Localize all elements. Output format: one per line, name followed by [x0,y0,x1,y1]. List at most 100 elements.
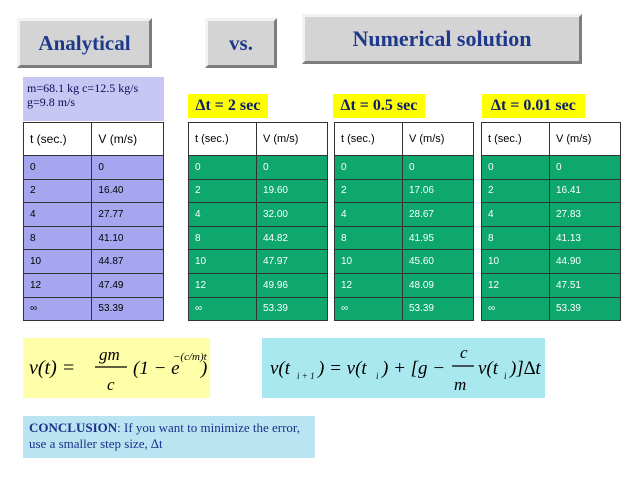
velocity-cell: 0 [255,155,329,180]
step-size-label-2: ∆t = 2 sec [188,94,268,118]
formula-numerator: c [460,343,468,362]
column-header-v: V (m/s) [548,122,622,156]
time-cell: 8 [334,225,403,251]
velocity-cell: 41.95 [401,225,475,251]
time-cell: 0 [334,155,403,180]
analytical-table: t (sec.) V (m/s) 0 0 2 16.40 4 27.77 8 41.10 10 4… [22,122,164,322]
time-cell: 4 [334,202,403,227]
velocity-cell: 53.39 [548,296,622,322]
formula-lhs: v(t [270,358,291,379]
parameters-line-1: m=68.1 kg c=12.5 kg/s [27,81,139,95]
step-size-label-0-01: ∆t = 0.01 sec [482,94,585,118]
table-row: 4 27.77 [22,202,164,227]
time-cell: 12 [481,272,550,298]
formula-sub-i: i [376,371,379,381]
velocity-cell: 17.06 [401,178,475,204]
time-cell: 4 [188,202,257,227]
column-header-t: t (sec.) [334,122,403,156]
time-cell: 10 [188,249,257,274]
time-cell: 8 [481,225,550,251]
table-row: 4 28.67 [334,202,475,227]
numerical-solution-button: Numerical solution [302,14,582,64]
numerical-formula: v(t i + 1 ) = v(t i ) + [g − c m v(t i )… [262,338,545,398]
velocity-cell: 44.82 [255,225,329,251]
velocity-cell: 47.97 [255,249,329,274]
conclusion-box: CONCLUSION: If you want to minimize the … [23,416,315,458]
time-cell: 12 [22,272,93,298]
formula-body: (1 − e [133,358,180,379]
numerical-table-dt-2: t (sec.) V (m/s) 0 0 2 19.60 4 32.00 8 44.82 10 4… [188,122,329,322]
time-cell: 4 [22,202,93,227]
table-row: 4 27.83 [481,202,622,227]
velocity-cell: 0 [91,155,164,180]
velocity-cell: 47.49 [91,272,164,298]
velocity-cell: 32.00 [255,202,329,227]
table-row: 8 44.82 [188,225,329,251]
formula-numerator: gm [99,345,120,364]
time-cell: 2 [188,178,257,204]
vs-button: vs. [205,18,277,68]
time-cell: ∞ [22,296,93,322]
velocity-cell: 19.60 [255,178,329,204]
velocity-cell: 45.60 [401,249,475,274]
table-row: 2 16.41 [481,178,622,204]
table-row: 4 32.00 [188,202,329,227]
table-row: 12 47.51 [481,272,622,298]
velocity-cell: 44.90 [548,249,622,274]
time-cell: 2 [22,178,93,204]
formula-exponent: −(c/m)t [173,351,208,363]
analytical-button: Analytical [17,18,152,68]
time-cell: 8 [22,225,93,251]
formula-sub-i2: i [504,371,507,381]
step-size-label-0-5: ∆t = 0.5 sec [333,94,425,118]
velocity-cell: 53.39 [255,296,329,322]
table-row: 10 44.87 [22,249,164,274]
velocity-cell: 0 [401,155,475,180]
velocity-cell: 48.09 [401,272,475,298]
table-row: 10 45.60 [334,249,475,274]
column-header-t: t (sec.) [188,122,257,156]
time-cell: 8 [188,225,257,251]
numerical-table-dt-0-01: t (sec.) V (m/s) 0 0 2 16.41 4 27.83 8 41.13 10 4… [481,122,622,322]
table-row: 8 41.13 [481,225,622,251]
velocity-cell: 41.10 [91,225,164,251]
column-header-t: t (sec.) [481,122,550,156]
table-row: 10 44.90 [481,249,622,274]
table-row: 12 47.49 [22,272,164,298]
table-row: ∞ 53.39 [22,296,164,322]
formula-tail: v(t [478,358,499,379]
time-cell: 2 [481,178,550,204]
velocity-cell: 47.51 [548,272,622,298]
column-header-t: t (sec.) [22,122,93,156]
time-cell: 10 [334,249,403,274]
velocity-cell: 0 [548,155,622,180]
table-row: 2 17.06 [334,178,475,204]
velocity-cell: 28.67 [401,202,475,227]
formula-sub-i1: i + 1 [297,371,315,381]
formula-mid: ) = v(t [317,358,367,379]
formula-close: ) [200,358,207,379]
velocity-cell: 44.87 [91,249,164,274]
parameters-line-2: g=9.8 m/s [27,95,76,109]
column-header-v: V (m/s) [255,122,329,156]
table-row: 8 41.95 [334,225,475,251]
conclusion-heading: CONCLUSION [29,420,118,435]
time-cell: 0 [188,155,257,180]
conclusion-text: : If you want to minimize the error, use… [29,420,300,451]
time-cell: 10 [22,249,93,274]
table-row: 8 41.10 [22,225,164,251]
time-cell: 10 [481,249,550,274]
formula-end: )]∆t [509,358,541,379]
velocity-cell: 16.40 [91,178,164,204]
time-cell: 2 [334,178,403,204]
velocity-cell: 16.41 [548,178,622,204]
formula-lhs: v(t) = [29,357,75,379]
table-row: ∞ 53.39 [188,296,329,322]
time-cell: 12 [188,272,257,298]
time-cell: ∞ [334,296,403,322]
time-cell: 4 [481,202,550,227]
time-cell: ∞ [188,296,257,322]
